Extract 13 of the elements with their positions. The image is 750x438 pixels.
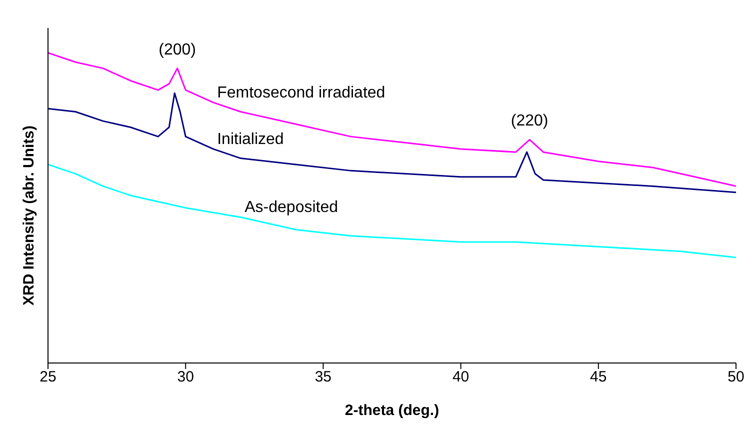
- series-label: Initialized: [217, 130, 284, 148]
- annotation: (220): [510, 112, 548, 130]
- x-axis-title: 2-theta (deg.): [344, 402, 440, 419]
- series-label: As-deposited: [244, 199, 338, 216]
- y-axis-title: XRD Intensity (abr. Units): [20, 125, 38, 306]
- x-tick-label: 45: [590, 368, 607, 386]
- series-label: Femtosecond irradiated: [217, 84, 386, 102]
- x-tick-label: 50: [728, 368, 744, 386]
- annotation: (200): [158, 41, 196, 58]
- x-tick-label: 35: [314, 368, 332, 386]
- x-tick-label: 25: [40, 368, 56, 386]
- x-tick-label: 40: [452, 368, 470, 386]
- x-tick-label: 30: [177, 368, 194, 386]
